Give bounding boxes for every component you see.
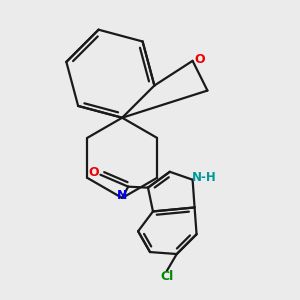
Text: Cl: Cl xyxy=(160,270,173,283)
Text: O: O xyxy=(88,166,99,179)
Text: N-H: N-H xyxy=(192,171,217,184)
Text: N: N xyxy=(117,189,128,202)
Text: O: O xyxy=(195,53,205,66)
